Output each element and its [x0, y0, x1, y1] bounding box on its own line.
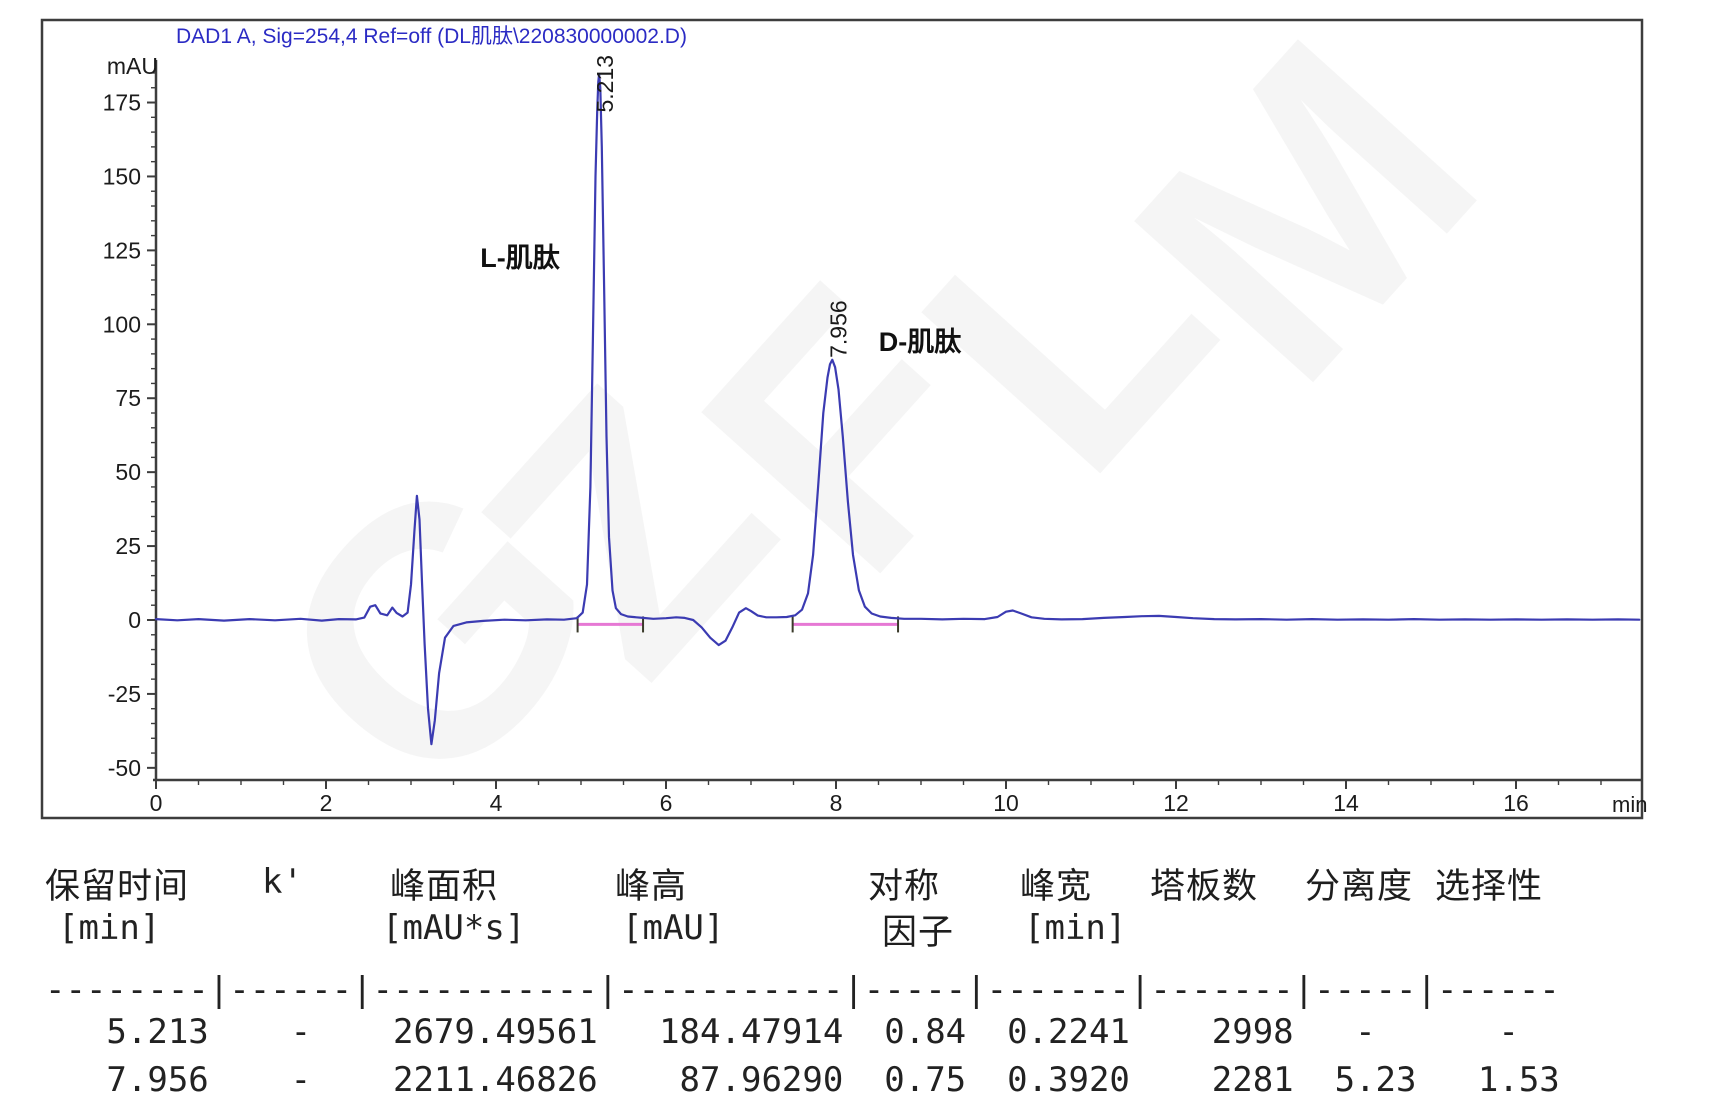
x-tick-label: 0: [150, 790, 163, 816]
y-tick-label: 75: [115, 385, 141, 411]
col-header-resolution: 分离度: [1305, 867, 1414, 906]
col-unit-retention-time: [min]: [58, 908, 161, 948]
retention-time-label: 7.956: [825, 300, 851, 358]
chromatogram-svg: 175 150 125 100 75 50 25 0 -25 -50 0 2 4 6 8 10 12 14 16 5.…: [40, 18, 1644, 820]
col-header-retention-time: 保留时间: [45, 867, 190, 906]
y-tick-label: 125: [103, 237, 141, 263]
col-unit-peak-area: [mAU*s]: [382, 908, 526, 948]
table-row: 5.213 - 2679.49561 184.47914 0.84 0.2241…: [45, 1012, 1519, 1052]
x-tick-label: 8: [830, 790, 843, 816]
y-tick-label: -50: [108, 755, 141, 781]
signal-title: DAD1 A, Sig=254,4 Ref=off (DL肌肽\22083000…: [176, 25, 687, 48]
x-axis-unit-label: min: [1612, 792, 1648, 817]
table-separator: --------|------|-----------|-----------|…: [45, 970, 1560, 1010]
col-header-k-prime: k': [262, 862, 303, 902]
col-unit-symmetry: 因子: [882, 913, 955, 952]
retention-time-label: 5.213: [592, 55, 618, 113]
peak-label-d-carnosine: D-肌肽: [878, 327, 962, 357]
col-header-symmetry: 对称: [868, 867, 941, 906]
table-row: 7.956 - 2211.46826 87.96290 0.75 0.3920 …: [45, 1060, 1560, 1100]
y-tick-label: 150: [103, 163, 141, 189]
x-tick-label: 12: [1163, 790, 1189, 816]
x-tick-label: 10: [993, 790, 1019, 816]
x-tick-label: 6: [660, 790, 673, 816]
signal-trace: [154, 73, 1641, 746]
col-header-peak-width: 峰宽: [1020, 867, 1093, 906]
col-header-plates: 塔板数: [1150, 867, 1259, 906]
y-axis-unit-label: mAU: [106, 53, 158, 79]
x-tick-label: 14: [1333, 790, 1359, 816]
y-tick-label: 0: [128, 607, 141, 633]
col-header-peak-area: 峰面积: [390, 867, 499, 906]
col-unit-peak-width: [min]: [1024, 908, 1127, 948]
y-tick-label: -25: [108, 681, 141, 707]
y-tick-label: 175: [103, 90, 141, 116]
col-header-peak-height: 峰高: [615, 867, 688, 906]
plot-frame: [40, 18, 1644, 820]
col-unit-peak-height: [mAU]: [622, 908, 725, 948]
y-tick-label: 100: [103, 311, 141, 337]
col-header-selectivity: 选择性: [1435, 867, 1544, 906]
x-tick-label: 4: [490, 790, 503, 816]
x-tick-label: 16: [1503, 790, 1529, 816]
y-tick-label: 50: [115, 459, 141, 485]
peak-label-l-carnosine: L-肌肽: [480, 243, 560, 273]
x-tick-label: 2: [320, 790, 333, 816]
y-tick-label: 25: [115, 533, 141, 559]
